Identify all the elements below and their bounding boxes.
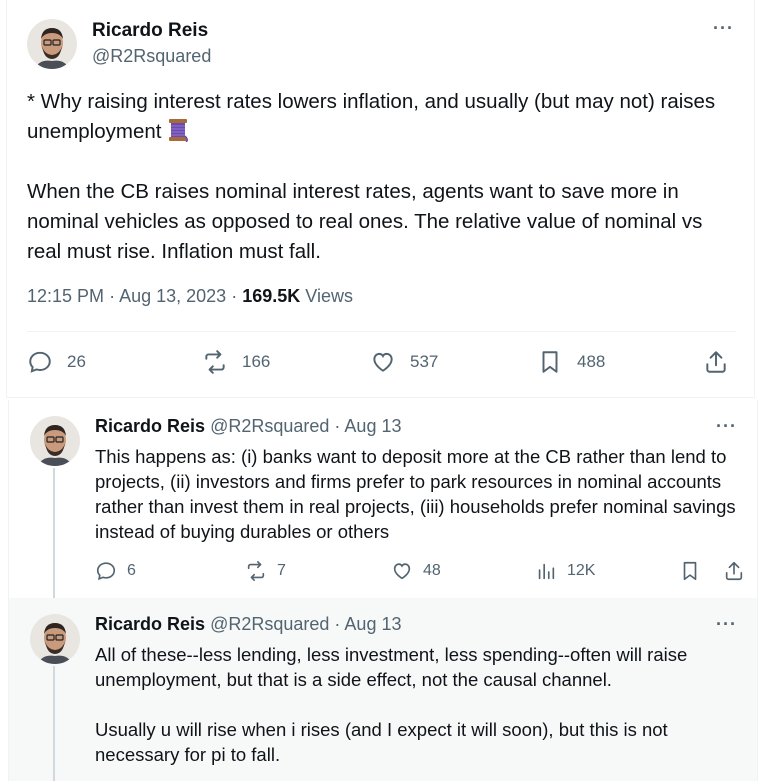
author-name[interactable]: Ricardo Reis	[95, 416, 206, 436]
divider	[27, 331, 736, 332]
reply-icon	[96, 562, 116, 581]
views-label: Views	[305, 286, 353, 306]
tweet-time[interactable]: 12:15 PM	[27, 286, 105, 306]
repost-button[interactable]: 7	[245, 560, 286, 582]
like-icon	[373, 352, 393, 372]
author-name[interactable]: Ricardo Reis	[95, 614, 206, 634]
reply-button[interactable]: 6	[95, 560, 136, 582]
repost-icon	[247, 561, 265, 581]
thread-line	[53, 468, 55, 598]
reply-date[interactable]: · Aug 13	[334, 614, 402, 634]
tweet-paragraph-1: * Why raising interest rates lowers infl…	[27, 90, 716, 143]
reply-text: All of these--less lending, less investm…	[95, 642, 745, 767]
meta-separator: ·	[109, 286, 116, 306]
reply-header: Ricardo Reis @R2Rsquared · Aug 13	[95, 416, 401, 437]
like-icon	[393, 563, 411, 580]
more-icon[interactable]: ···	[713, 18, 734, 38]
action-bar: 26 166 537 488	[27, 342, 736, 382]
repost-icon	[205, 350, 225, 374]
author-handle[interactable]: @R2Rsquared	[210, 614, 330, 634]
reply-count: 26	[67, 352, 86, 371]
reply-text: This happens as: (i) banks want to depos…	[95, 446, 736, 542]
tweet-date[interactable]: Aug 13, 2023	[119, 286, 227, 306]
author-avatar[interactable]	[30, 416, 80, 466]
reply-tweet[interactable]: Ricardo Reis @R2Rsquared · Aug 13 ··· Th…	[8, 400, 758, 598]
share-button[interactable]	[703, 349, 743, 375]
bookmark-icon	[683, 561, 697, 581]
views-icon	[538, 563, 555, 580]
reply-icon	[29, 351, 51, 373]
bookmark-icon	[542, 351, 558, 373]
bookmark-count: 488	[577, 352, 606, 371]
more-icon[interactable]: ···	[716, 416, 737, 436]
like-count: 48	[423, 562, 441, 579]
bookmark-button[interactable]: 488	[537, 349, 605, 375]
author-avatar[interactable]	[27, 19, 77, 69]
tweet-meta: 12:15 PM · Aug 13, 2023 · 169.5K Views	[27, 286, 353, 307]
repost-count: 7	[277, 562, 286, 579]
meta-separator: ·	[231, 286, 238, 306]
action-bar: 6 7 48 12K	[95, 560, 745, 588]
share-icon	[706, 351, 726, 373]
views-count[interactable]: 169.5K	[242, 286, 301, 306]
author-name[interactable]: Ricardo Reis	[92, 20, 209, 41]
views-button[interactable]: 12K	[535, 560, 595, 582]
bookmark-button[interactable]	[679, 560, 711, 582]
share-button[interactable]	[723, 560, 755, 582]
reply-count: 6	[127, 562, 136, 579]
like-button[interactable]: 537	[370, 349, 438, 375]
like-button[interactable]: 48	[391, 560, 441, 582]
author-avatar[interactable]	[30, 614, 80, 664]
reply-paragraph-1: All of these--less lending, less investm…	[95, 644, 688, 690]
share-icon	[725, 561, 743, 581]
thread-line	[53, 666, 55, 781]
tweet-paragraph-2: When the CB raises nominal interest rate…	[27, 180, 703, 263]
like-count: 537	[410, 352, 439, 371]
thread-emoji-icon	[167, 118, 189, 143]
main-tweet: Ricardo Reis @R2Rsquared ··· * Why raisi…	[6, 0, 755, 398]
repost-count: 166	[242, 352, 271, 371]
tweet-text: * Why raising interest rates lowers infl…	[27, 87, 742, 267]
author-handle[interactable]: @R2Rsquared	[92, 46, 212, 66]
views-count: 12K	[567, 562, 596, 579]
more-icon[interactable]: ···	[716, 614, 737, 634]
reply-paragraph-2: Usually u will rise when i rises (and I …	[95, 719, 668, 765]
author-handle[interactable]: @R2Rsquared	[210, 416, 330, 436]
reply-header: Ricardo Reis @R2Rsquared · Aug 13	[95, 614, 401, 635]
reply-tweet[interactable]: Ricardo Reis @R2Rsquared · Aug 13 ··· Al…	[8, 598, 758, 781]
reply-button[interactable]: 26	[27, 349, 86, 375]
repost-button[interactable]: 166	[202, 349, 270, 375]
reply-date[interactable]: · Aug 13	[334, 416, 402, 436]
